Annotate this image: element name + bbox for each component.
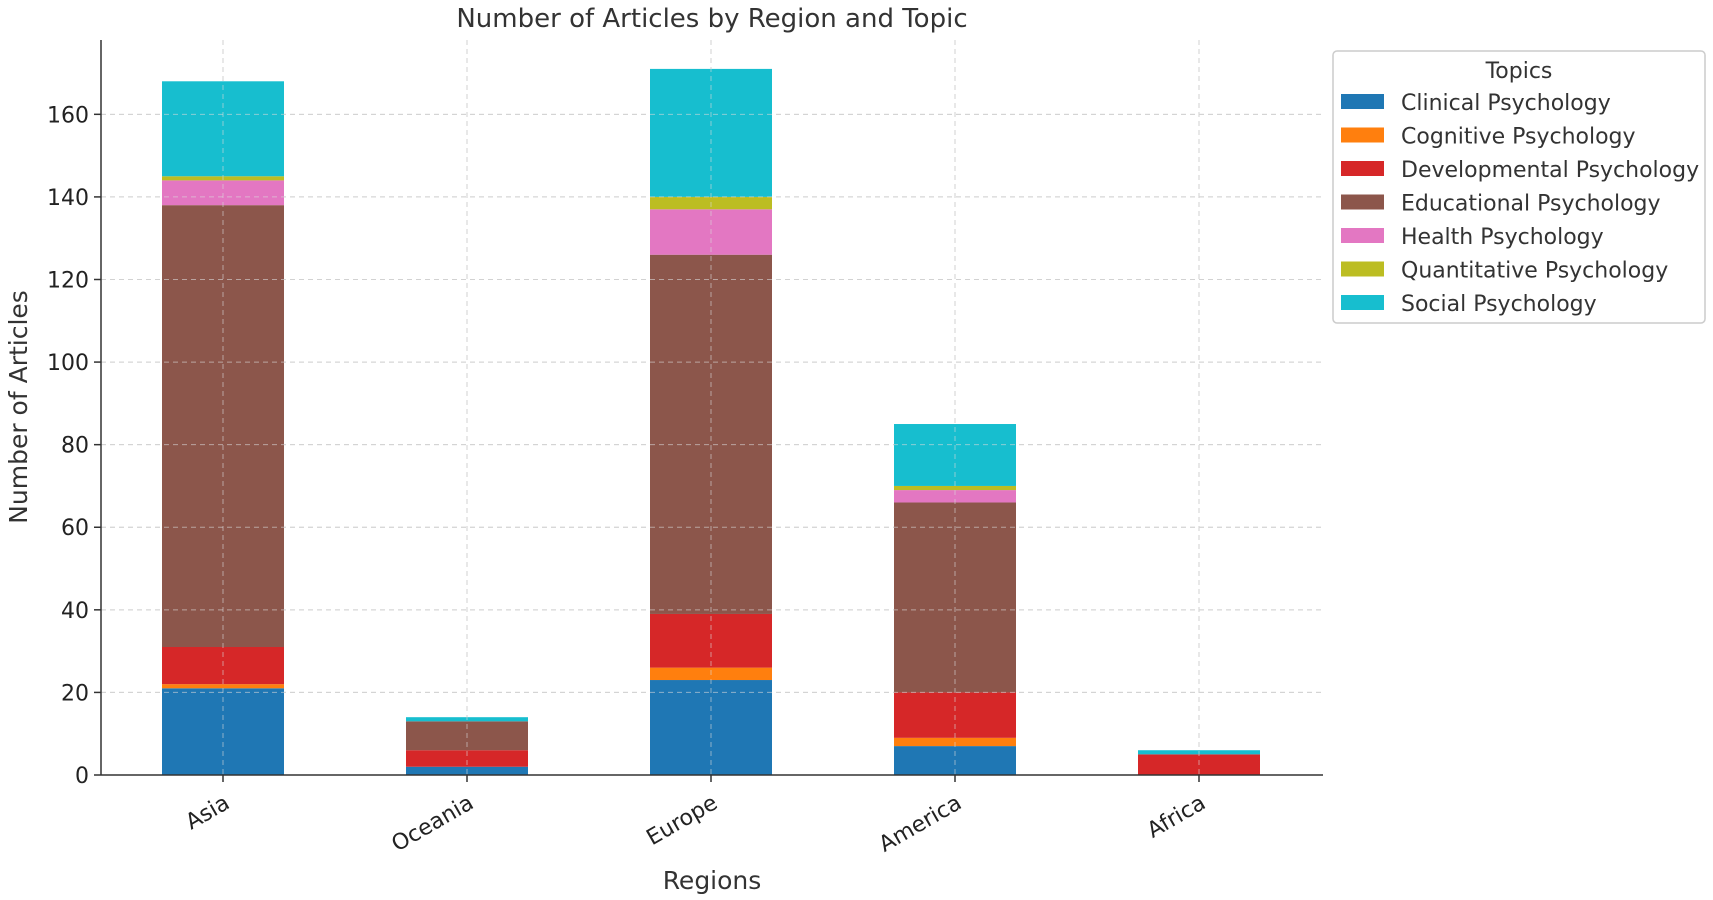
legend-swatch — [1341, 161, 1384, 176]
x-tick-label: Oceania — [388, 791, 478, 858]
legend-label: Clinical Psychology — [1401, 91, 1611, 116]
legend-label: Social Psychology — [1401, 292, 1597, 317]
legend-swatch — [1341, 94, 1384, 109]
legend-label: Cognitive Psychology — [1401, 125, 1636, 150]
x-tick-label: Asia — [182, 791, 234, 836]
x-tick-label: America — [875, 791, 966, 858]
y-tick-label: 80 — [61, 434, 89, 459]
y-tick-label: 60 — [61, 516, 89, 541]
axes — [100, 40, 1323, 776]
x-ticks: Asia Oceania Europe America Africa — [182, 775, 1210, 858]
y-tick-label: 40 — [61, 599, 89, 624]
legend-frame — [1332, 50, 1706, 324]
bar-segment-cognitive-psychology — [894, 737, 1016, 747]
x-tick-label: Africa — [1143, 791, 1210, 844]
legend-swatch — [1341, 261, 1384, 277]
y-tick-label: 120 — [47, 268, 89, 293]
legend-label: Developmental Psychology — [1401, 158, 1699, 183]
legend-title: Topics — [1485, 59, 1553, 84]
y-tick-label: 160 — [47, 103, 89, 128]
bars — [101, 40, 1323, 775]
bar-segment-educational-psychology — [894, 502, 1016, 693]
legend-swatch — [1341, 194, 1384, 210]
legend-swatch — [1341, 228, 1384, 243]
x-axis-title: Regions — [663, 866, 762, 895]
bar-segment-health-psychology — [894, 490, 1016, 503]
bar-segment-developmental-psychology — [406, 750, 528, 767]
bar-segment-cognitive-psychology — [162, 684, 284, 689]
legend-label: Educational Psychology — [1401, 192, 1661, 217]
bar-segment-developmental-psychology — [650, 613, 772, 668]
y-axis-title: Number of Articles — [4, 290, 33, 524]
y-ticks: 0 20 40 60 80 100 120 140 160 — [47, 103, 101, 789]
legend-swatch — [1341, 295, 1384, 310]
chart-title: Number of Articles by Region and Topic — [456, 4, 967, 34]
x-tick-label: Europe — [642, 791, 722, 851]
y-tick-label: 20 — [61, 681, 89, 706]
bar-segment-quantitative-psychology — [894, 485, 1016, 491]
y-tick-label: 140 — [47, 186, 89, 211]
bar-stack-america — [894, 424, 1016, 775]
bar-segment-educational-psychology — [650, 254, 772, 614]
legend-swatch — [1341, 127, 1384, 143]
y-tick-label: 100 — [47, 351, 89, 376]
y-tick-label: 0 — [75, 764, 89, 789]
legend: Topics Clinical Psychology Cognitive Psyc… — [1332, 50, 1706, 324]
legend-items: Clinical Psychology Cognitive Psychology D… — [1341, 91, 1699, 317]
legend-label: Health Psychology — [1401, 225, 1604, 250]
legend-label: Quantitative Psychology — [1401, 259, 1668, 284]
